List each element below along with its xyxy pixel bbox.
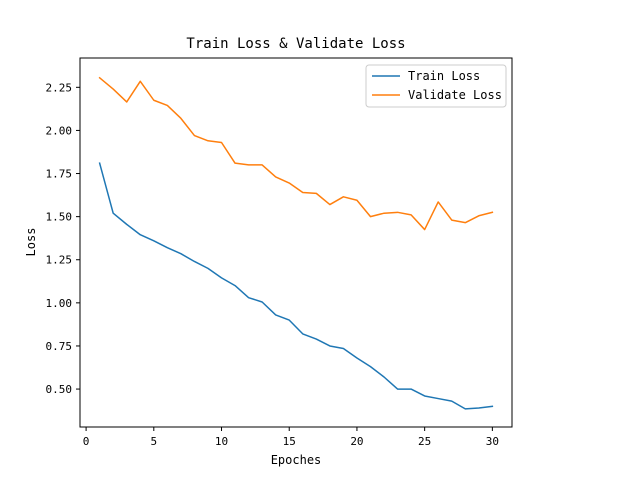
x-tick-label: 25 (418, 435, 431, 448)
y-tick-label: 1.00 (46, 297, 73, 310)
x-axis-label: Epoches (271, 453, 322, 467)
axis-ticks: 0 5 10 15 20 25 30 0.50 0.75 1.00 1.25 1.50 1.75 2.00… (46, 81, 499, 448)
y-tick-label: 1.25 (46, 254, 73, 267)
x-tick-label: 30 (486, 435, 499, 448)
series-line-1 (98, 162, 494, 410)
y-axis-label: Loss (24, 228, 38, 257)
axes-frame (79, 57, 513, 428)
x-tick-label: 20 (350, 435, 363, 448)
plot-area (79, 57, 513, 428)
chart-title: Train Loss & Validate Loss (186, 36, 405, 52)
legend-box (365, 64, 507, 108)
series-line-2 (98, 76, 494, 231)
legend-label-1: Train Loss (408, 69, 480, 83)
x-tick-label: 5 (150, 435, 157, 448)
y-tick-label: 2.00 (46, 124, 73, 137)
y-tick-label: 2.25 (46, 81, 73, 94)
y-tick-label: 0.75 (46, 340, 73, 353)
y-tick-label: 1.50 (46, 211, 73, 224)
x-tick-label: 10 (215, 435, 228, 448)
y-tick-label: 0.50 (46, 383, 73, 396)
y-tick-label: 1.75 (46, 168, 73, 181)
x-tick-label: 15 (283, 435, 296, 448)
legend-label-2: Validate Loss (408, 88, 502, 102)
x-tick-label: 0 (83, 435, 90, 448)
legend: Train Loss Validate Loss (365, 64, 507, 108)
